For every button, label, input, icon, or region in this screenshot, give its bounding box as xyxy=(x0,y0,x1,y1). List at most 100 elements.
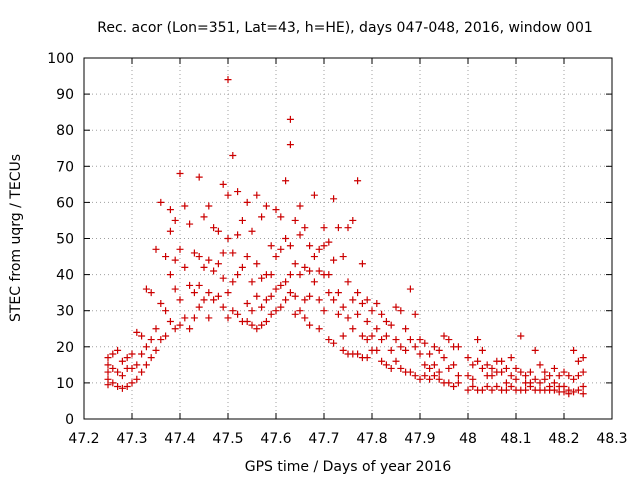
data-point xyxy=(349,216,357,224)
data-point xyxy=(426,375,434,383)
data-point xyxy=(478,386,486,394)
data-point xyxy=(315,267,323,275)
data-point xyxy=(190,249,198,257)
x-tick-label: 47.6 xyxy=(260,431,291,447)
data-point xyxy=(392,303,400,311)
data-point xyxy=(392,357,400,365)
data-point xyxy=(181,263,189,271)
data-point xyxy=(214,260,222,268)
data-point xyxy=(445,379,453,387)
data-point xyxy=(570,375,578,383)
data-point xyxy=(133,361,141,369)
data-point xyxy=(128,379,136,387)
x-tick-label: 48.3 xyxy=(596,431,627,447)
data-point xyxy=(330,339,338,347)
data-point xyxy=(162,253,170,261)
data-point xyxy=(493,383,501,391)
data-point xyxy=(104,354,112,362)
data-point xyxy=(498,357,506,365)
x-tick-label: 48.2 xyxy=(548,431,579,447)
data-point xyxy=(248,307,256,315)
data-point xyxy=(267,310,275,318)
data-point xyxy=(258,303,266,311)
data-point xyxy=(574,386,582,394)
x-tick-label: 47.5 xyxy=(212,431,243,447)
data-point xyxy=(411,372,419,380)
data-point xyxy=(430,372,438,380)
x-tick-label: 47.8 xyxy=(356,431,387,447)
data-point xyxy=(334,310,342,318)
x-tick-label: 47.3 xyxy=(116,431,147,447)
data-point xyxy=(243,299,251,307)
data-point xyxy=(373,325,381,333)
data-point xyxy=(234,310,242,318)
data-point xyxy=(469,361,477,369)
data-point xyxy=(325,238,333,246)
data-point xyxy=(397,307,405,315)
data-point xyxy=(282,235,290,242)
data-point xyxy=(574,372,582,380)
data-point xyxy=(522,372,530,380)
y-tick-label: 10 xyxy=(56,376,74,392)
data-point xyxy=(402,325,410,333)
plot-frame xyxy=(83,57,613,420)
data-point xyxy=(142,361,150,369)
data-point xyxy=(565,372,573,380)
data-point xyxy=(162,307,170,315)
data-point xyxy=(176,245,184,253)
data-point xyxy=(507,354,515,362)
data-point xyxy=(234,271,242,279)
data-point xyxy=(306,267,314,275)
data-point xyxy=(109,364,117,372)
data-point xyxy=(445,364,453,372)
data-point xyxy=(392,336,400,344)
data-point xyxy=(272,285,280,293)
data-point xyxy=(397,364,405,372)
data-point xyxy=(565,390,573,398)
data-point xyxy=(147,336,155,344)
data-point xyxy=(253,260,261,268)
data-point xyxy=(301,224,309,232)
data-point xyxy=(358,260,366,268)
data-point xyxy=(339,303,347,311)
data-point xyxy=(205,314,213,322)
data-point xyxy=(579,368,587,376)
data-point xyxy=(234,188,242,196)
data-point xyxy=(238,216,246,224)
data-point xyxy=(277,245,285,253)
data-point xyxy=(258,274,266,282)
data-point xyxy=(315,325,323,333)
data-point xyxy=(445,336,453,344)
data-point xyxy=(426,364,434,372)
y-axis-title: STEC from uqrg / TECUs xyxy=(8,154,24,322)
data-point xyxy=(147,289,155,297)
data-point xyxy=(147,354,155,362)
data-point xyxy=(570,346,578,354)
data-point xyxy=(214,227,222,235)
data-point xyxy=(344,278,352,286)
data-point xyxy=(325,271,333,279)
data-point xyxy=(339,332,347,340)
data-point xyxy=(310,253,318,261)
data-point xyxy=(421,339,429,347)
data-point xyxy=(229,278,237,286)
data-point xyxy=(502,364,510,372)
data-point xyxy=(373,346,381,354)
data-point xyxy=(219,303,227,311)
data-point xyxy=(181,202,189,210)
data-point xyxy=(253,191,261,199)
data-point xyxy=(166,227,174,235)
data-point xyxy=(262,296,270,304)
data-point xyxy=(579,383,587,391)
data-point xyxy=(243,253,251,261)
data-point xyxy=(219,180,227,188)
data-point xyxy=(550,386,558,394)
data-point xyxy=(306,292,314,300)
data-point xyxy=(133,328,141,336)
data-point xyxy=(224,191,232,199)
data-point xyxy=(344,224,352,232)
data-point xyxy=(234,231,242,239)
data-point xyxy=(306,321,314,329)
data-point xyxy=(176,296,184,304)
data-point xyxy=(109,379,117,387)
